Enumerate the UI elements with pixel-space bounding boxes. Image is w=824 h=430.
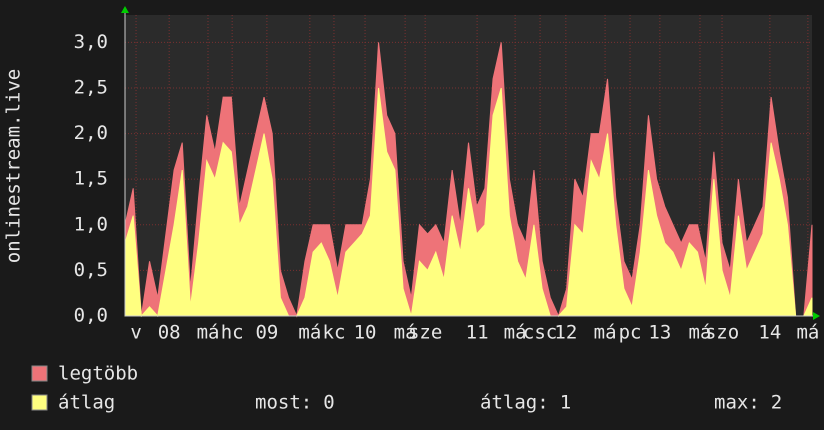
x-tick-label: má — [394, 322, 417, 344]
x-tick-label: csc — [523, 322, 557, 344]
x-tick-label: 11 — [466, 322, 489, 344]
stat-label: most: — [255, 392, 312, 414]
x-tick-label: kc — [323, 322, 346, 344]
x-tick-label: má — [594, 322, 617, 344]
x-tick-label: v — [130, 322, 141, 344]
x-tick-label: 10 — [354, 322, 377, 344]
x-tick-label: 09 — [255, 322, 278, 344]
x-tick-label: 13 — [648, 322, 671, 344]
x-tick-label: 08 — [158, 322, 181, 344]
stat-label: max: — [714, 392, 760, 414]
y-tick-label: 1,5 — [74, 168, 108, 190]
y-axis-label: onlinestream.live — [3, 69, 25, 263]
x-tick-label: má — [298, 322, 321, 344]
legend-label: legtöbb — [58, 363, 138, 385]
y-tick-label: 2,5 — [74, 76, 108, 98]
x-tick-label: sze — [408, 322, 442, 344]
legend-label: átlag — [58, 392, 115, 414]
axis-arrow — [813, 312, 820, 320]
x-tick-label: hc — [221, 322, 244, 344]
y-tick-label: 1,0 — [74, 213, 108, 235]
x-tick-label: 14 — [758, 322, 781, 344]
area — [124, 87, 813, 318]
legend-swatch — [31, 365, 48, 382]
axis-arrow — [121, 6, 129, 13]
x-tick-label: má — [197, 322, 220, 344]
x-tick-label: má — [796, 322, 819, 344]
y-tick-label: 2,0 — [74, 122, 108, 144]
y-tick-label: 3,0 — [74, 31, 108, 53]
x-tick-label: 12 — [554, 322, 577, 344]
stat-value: 2 — [771, 392, 782, 414]
x-tick-label: má — [504, 322, 527, 344]
x-tick-label: pc — [619, 322, 642, 344]
y-tick-label: 0,0 — [74, 305, 108, 327]
legend-swatch — [31, 394, 48, 411]
stat-value: 0 — [323, 392, 334, 414]
stat-value: 1 — [560, 392, 571, 414]
stat-label: átlag: — [480, 392, 549, 414]
x-tick-label: má — [689, 322, 712, 344]
x-tick-label: szo — [705, 322, 739, 344]
y-tick-label: 0,5 — [74, 259, 108, 281]
